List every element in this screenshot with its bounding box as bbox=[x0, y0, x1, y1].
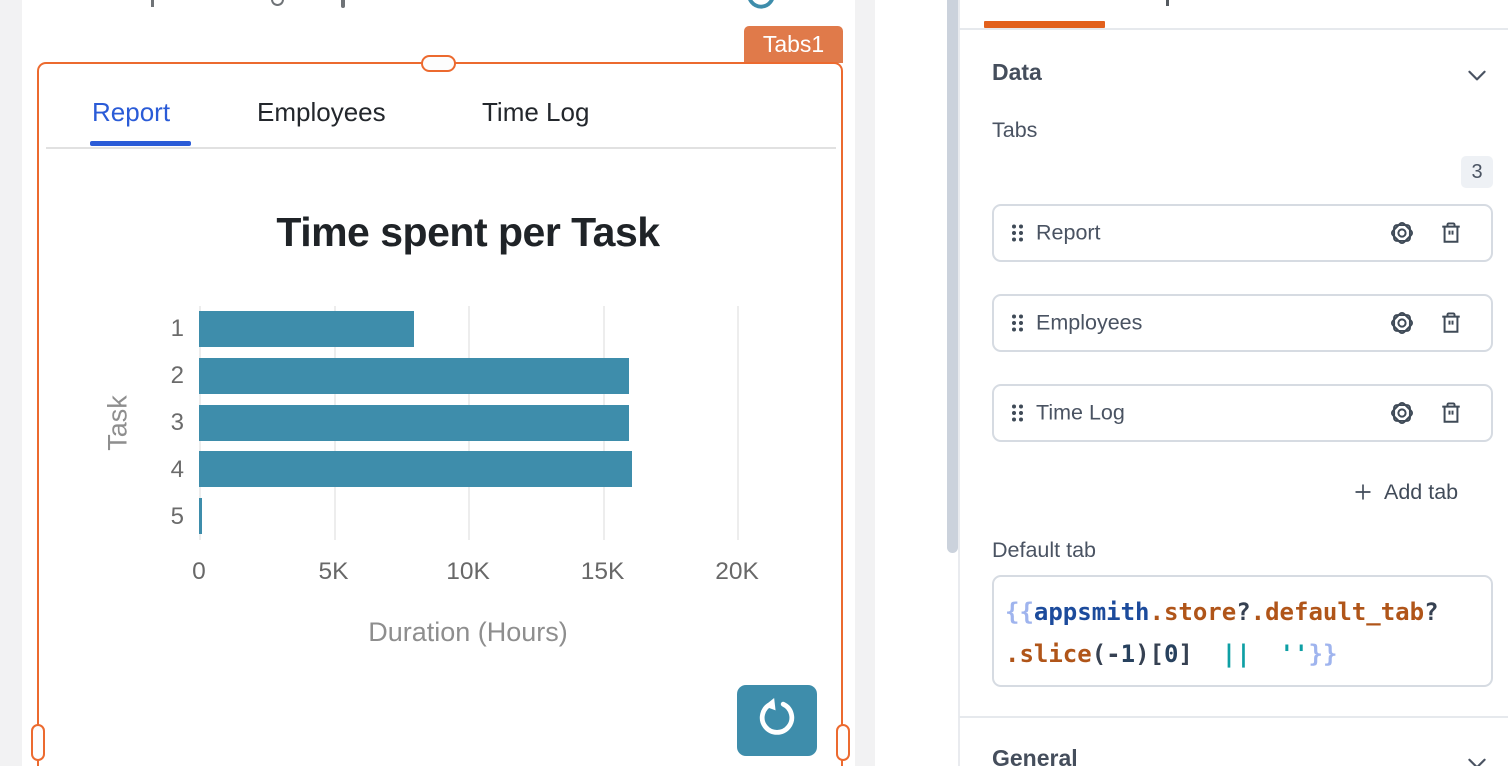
code-token bbox=[1251, 640, 1280, 668]
category-label: 4 bbox=[170, 455, 184, 483]
gear-icon[interactable] bbox=[1388, 399, 1416, 427]
code-token: store bbox=[1163, 598, 1237, 626]
panel-divider bbox=[959, 28, 1508, 30]
drag-handle-icon[interactable] bbox=[1007, 402, 1029, 424]
code-token: ] bbox=[1178, 640, 1193, 668]
category-label: 1 bbox=[170, 315, 184, 343]
category-label: 3 bbox=[170, 408, 184, 436]
chart-bar bbox=[199, 311, 415, 347]
gear-icon[interactable] bbox=[1388, 219, 1416, 247]
clipped-text-fragment bbox=[271, 0, 284, 6]
panel-left-border bbox=[958, 0, 960, 766]
section-heading-data[interactable]: Data bbox=[992, 59, 1042, 85]
x-axis-ticks: 0 5K 10K 15K 20K bbox=[192, 558, 759, 586]
bar-row bbox=[199, 306, 737, 353]
clipped-text-fragment bbox=[151, 0, 154, 7]
panel-active-tab-underline bbox=[984, 21, 1105, 28]
canvas-right-gutter bbox=[855, 0, 875, 766]
chevron-down-icon[interactable] bbox=[1464, 62, 1490, 88]
code-token: - bbox=[1106, 640, 1121, 668]
refresh-icon[interactable] bbox=[744, 0, 778, 12]
code-token: || bbox=[1221, 640, 1251, 668]
tab-time-log[interactable]: Time Log bbox=[482, 97, 590, 127]
code-token: ( bbox=[1091, 640, 1107, 668]
gear-icon[interactable] bbox=[1388, 309, 1416, 337]
category-axis: 1 2 3 4 5 bbox=[130, 306, 184, 540]
default-tab-field-label: Default tab bbox=[992, 538, 1096, 562]
bar-row bbox=[199, 446, 737, 493]
bar-row bbox=[199, 400, 737, 447]
chart-bar bbox=[199, 404, 630, 441]
tab-item-employees[interactable]: Employees bbox=[992, 294, 1493, 352]
panel-scrollbar[interactable] bbox=[947, 0, 958, 553]
chart-gridline bbox=[737, 306, 739, 540]
tab-employees[interactable]: Employees bbox=[257, 97, 386, 127]
tab-item-label: Time Log bbox=[1036, 400, 1125, 425]
tab-report[interactable]: Report bbox=[92, 97, 171, 127]
chevron-down-icon[interactable] bbox=[1464, 750, 1490, 766]
panel-divider bbox=[959, 716, 1508, 718]
tab-item-time-log[interactable]: Time Log bbox=[992, 384, 1493, 442]
tab-item-report[interactable]: Report bbox=[992, 204, 1493, 262]
tabs-field-label: Tabs bbox=[992, 118, 1038, 142]
category-label: 2 bbox=[170, 362, 184, 390]
code-token: ) bbox=[1135, 640, 1150, 668]
add-tab-label: Add tab bbox=[1384, 479, 1459, 504]
bar-row bbox=[199, 353, 737, 400]
code-token: ? bbox=[1424, 598, 1439, 626]
tabs-count-badge: 3 bbox=[1461, 156, 1493, 188]
code-token: ? bbox=[1236, 598, 1251, 626]
drag-handle-icon[interactable] bbox=[1007, 222, 1029, 244]
code-token: . bbox=[1250, 598, 1266, 626]
code-token: 1 bbox=[1120, 640, 1136, 668]
trash-icon[interactable] bbox=[1437, 309, 1465, 337]
code-token: '' bbox=[1279, 640, 1309, 668]
tab-item-label: Report bbox=[1036, 220, 1101, 245]
resize-handle-top[interactable] bbox=[421, 55, 456, 72]
code-token: }} bbox=[1308, 640, 1338, 668]
code-token: slice bbox=[1019, 640, 1092, 668]
y-axis-label: Task bbox=[102, 395, 133, 451]
clipped-text-fragment bbox=[1166, 0, 1169, 6]
bar-row bbox=[199, 493, 737, 540]
refresh-button[interactable] bbox=[737, 685, 817, 756]
canvas-left-gutter bbox=[0, 0, 22, 766]
x-tick-label: 0 bbox=[192, 558, 206, 585]
trash-icon[interactable] bbox=[1437, 399, 1465, 427]
code-token: . bbox=[1005, 640, 1020, 668]
default-tab-code-input[interactable]: {{appsmith.store?.default_tab? .slice(-1)… bbox=[992, 575, 1493, 687]
x-tick-label: 20K bbox=[715, 558, 759, 585]
clipped-text-fragment bbox=[341, 0, 345, 8]
trash-icon[interactable] bbox=[1437, 219, 1465, 247]
chart-bar bbox=[199, 498, 202, 535]
plus-icon bbox=[1352, 481, 1374, 503]
resize-handle-bottom-right[interactable] bbox=[836, 724, 850, 761]
resize-handle-bottom-left[interactable] bbox=[31, 724, 45, 761]
x-tick-label: 15K bbox=[580, 558, 625, 585]
refresh-icon bbox=[756, 697, 798, 744]
chart-plot-area bbox=[199, 306, 739, 540]
code-token bbox=[1193, 640, 1222, 668]
x-axis-label: Duration (Hours) bbox=[368, 617, 568, 647]
code-token: 0 bbox=[1163, 640, 1179, 668]
active-tab-underline bbox=[90, 141, 191, 146]
chart-bar bbox=[199, 451, 633, 488]
add-tab-button[interactable]: Add tab bbox=[1352, 477, 1458, 507]
widget-name-tag[interactable]: Tabs1 bbox=[744, 26, 843, 63]
chart-title: Time spent per Task bbox=[276, 209, 660, 255]
code-token: appsmith bbox=[1033, 598, 1150, 626]
tabbar-divider bbox=[46, 147, 836, 149]
tab-item-label: Employees bbox=[1036, 310, 1143, 335]
code-token: {{ bbox=[1005, 598, 1034, 626]
category-label: 5 bbox=[170, 502, 184, 530]
x-tick-label: 10K bbox=[446, 558, 490, 585]
chart-bar bbox=[199, 357, 630, 394]
code-token: default_tab bbox=[1265, 598, 1425, 626]
code-token: . bbox=[1149, 598, 1164, 626]
drag-handle-icon[interactable] bbox=[1007, 312, 1029, 334]
section-heading-general[interactable]: General bbox=[992, 745, 1078, 766]
code-token: [ bbox=[1149, 640, 1164, 668]
x-tick-label: 5K bbox=[318, 558, 349, 585]
